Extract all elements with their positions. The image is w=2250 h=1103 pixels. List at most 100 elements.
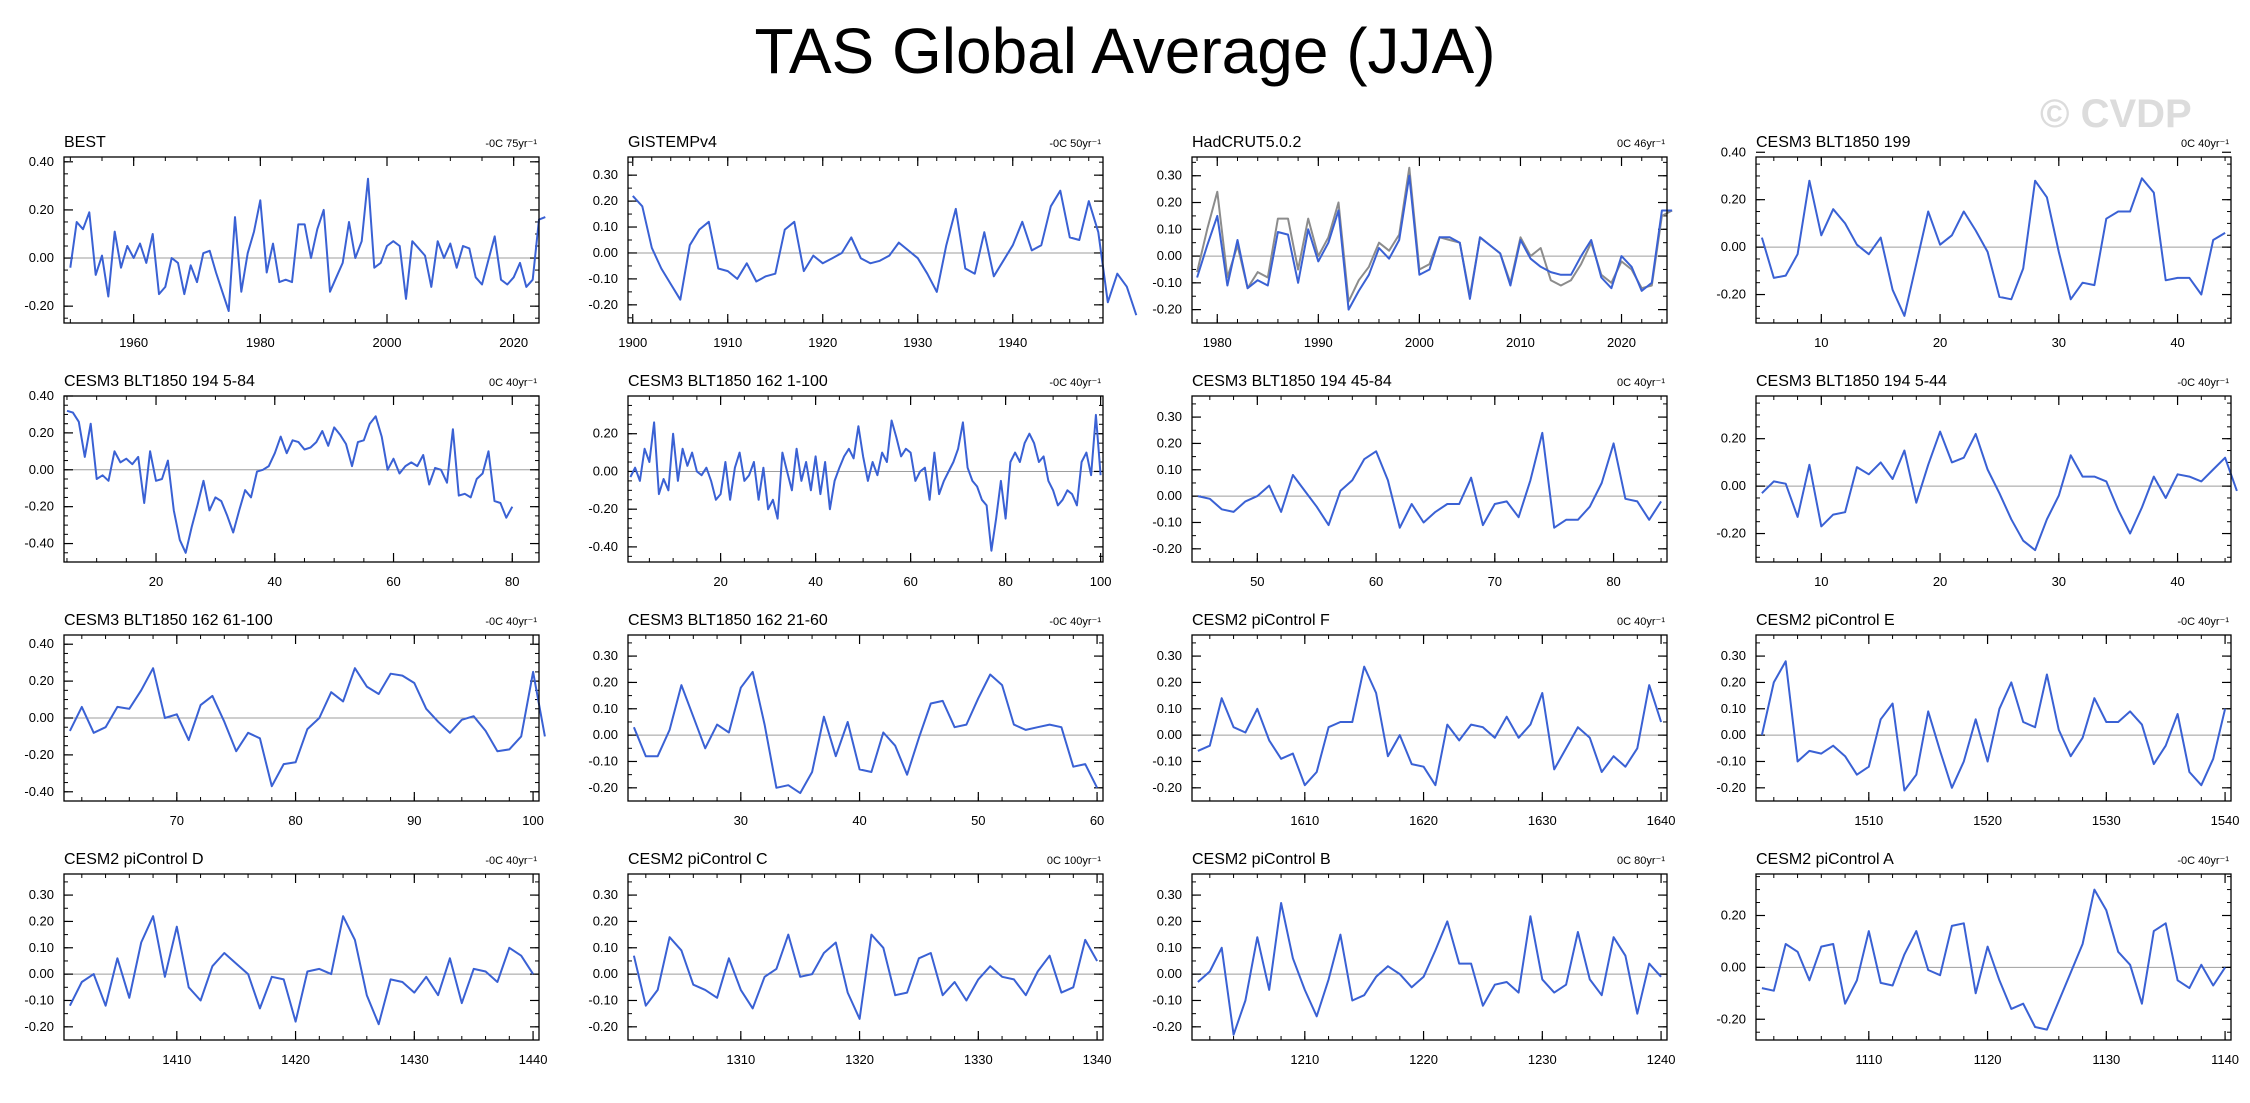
y-tick-label: -0.20 <box>588 780 618 795</box>
y-tick-label: 0.30 <box>1721 648 1746 663</box>
series-line <box>632 189 1138 316</box>
y-tick-label: -0.20 <box>1716 780 1746 795</box>
x-tick-label: 1140 <box>2211 1052 2239 1067</box>
y-tick-label: 0.30 <box>1157 168 1182 183</box>
y-tick-label: 0.40 <box>1721 144 1746 159</box>
series-line <box>632 670 1098 795</box>
x-tick-label: 1230 <box>1528 1052 1557 1067</box>
y-tick-label: 0.20 <box>593 913 618 928</box>
panel-trend-label: -0C 40yr⁻¹ <box>1049 377 1101 389</box>
x-tick-label: 20 <box>149 574 163 589</box>
panel-title: CESM3 BLT1850 199 <box>1756 134 1911 151</box>
y-tick-label: 0.00 <box>29 966 54 981</box>
panel-trend-label: 0C 100yr⁻¹ <box>1047 855 1101 867</box>
y-tick-label: 0.10 <box>1721 701 1746 716</box>
x-tick-label: 80 <box>288 813 302 828</box>
plot-frame <box>1191 156 1668 324</box>
panel-6: CESM3 BLT1850 162 1-100 -0C 40yr⁻¹ 20 40 60 8… <box>588 373 1111 589</box>
y-tick-label: 0.10 <box>1157 221 1182 236</box>
panel-5: CESM3 BLT1850 194 5-84 0C 40yr⁻¹ 20 40 60 80 0… <box>24 373 540 589</box>
x-tick-label: 1610 <box>1290 813 1319 828</box>
series-line <box>1761 888 2226 1031</box>
x-tick-label: 1410 <box>162 1052 191 1067</box>
x-tick-label: 2000 <box>373 335 402 350</box>
x-tick-label: 20 <box>1933 335 1947 350</box>
y-tick-label: 0.20 <box>29 202 54 217</box>
x-tick-label: 1960 <box>119 335 148 350</box>
panel-title: CESM3 BLT1850 194 5-44 <box>1756 373 1947 390</box>
y-tick-label: -0.20 <box>1152 1019 1182 1034</box>
y-tick-label: 0.40 <box>29 636 54 651</box>
y-tick-label: 0.00 <box>1157 248 1182 263</box>
y-tick-label: 0.00 <box>1157 488 1182 503</box>
y-tick-label: 0.30 <box>1157 887 1182 902</box>
x-tick-label: 1510 <box>1854 813 1883 828</box>
y-tick-label: 0.10 <box>1157 462 1182 477</box>
x-tick-label: 1120 <box>1974 1052 2002 1067</box>
x-tick-label: 1320 <box>845 1052 874 1067</box>
y-tick-label: 0.20 <box>593 193 618 208</box>
x-tick-label: 80 <box>505 574 519 589</box>
plot-frame <box>63 156 540 324</box>
y-tick-label: 0.30 <box>1157 648 1182 663</box>
x-tick-label: 1620 <box>1409 813 1438 828</box>
series-line <box>66 409 514 554</box>
y-tick-label: 0.20 <box>1157 435 1182 450</box>
panel-trend-label: 0C 40yr⁻¹ <box>489 377 537 389</box>
x-tick-label: 40 <box>808 574 822 589</box>
panel-8: CESM3 BLT1850 194 5-44 -0C 40yr⁻¹ 10 20 30 40… <box>1716 373 2238 589</box>
x-tick-label: 1340 <box>1083 1052 1112 1067</box>
x-tick-label: 40 <box>852 813 866 828</box>
panel-trend-label: -0C 40yr⁻¹ <box>2177 855 2229 867</box>
x-tick-label: 70 <box>170 813 184 828</box>
y-tick-label: 0.10 <box>593 219 618 234</box>
y-tick-label: 0.30 <box>29 887 54 902</box>
panel-2: GISTEMPv4 -0C 50yr⁻¹ 1900 1910 1920 1930 1940 0… <box>588 134 1138 350</box>
x-tick-label: 1420 <box>281 1052 310 1067</box>
panel-title: CESM3 BLT1850 162 1-100 <box>628 373 828 390</box>
x-tick-label: 1440 <box>519 1052 548 1067</box>
y-tick-label: 0.20 <box>1721 674 1746 689</box>
x-tick-label: 40 <box>268 574 282 589</box>
panel-title: CESM3 BLT1850 162 21-60 <box>628 612 828 629</box>
series-line <box>69 667 546 788</box>
x-tick-label: 1980 <box>1203 335 1232 350</box>
x-tick-label: 1130 <box>2092 1052 2120 1067</box>
panel-trend-label: 0C 40yr⁻¹ <box>1617 377 1665 389</box>
figure-title: TAS Global Average (JJA) <box>754 15 1496 87</box>
y-tick-label: 0.00 <box>593 463 618 478</box>
x-tick-label: 1930 <box>903 335 932 350</box>
y-tick-label: 0.00 <box>1157 727 1182 742</box>
x-tick-label: 40 <box>2170 335 2184 350</box>
y-tick-label: -0.40 <box>588 539 618 554</box>
y-tick-label: 0.10 <box>593 701 618 716</box>
x-tick-label: 2000 <box>1405 335 1434 350</box>
x-tick-label: 20 <box>1933 574 1947 589</box>
y-tick-label: -0.20 <box>1152 541 1182 556</box>
x-tick-label: 1910 <box>713 335 742 350</box>
series-line <box>1761 430 2238 552</box>
y-tick-label: 0.20 <box>1721 431 1746 446</box>
x-tick-label: 1430 <box>400 1052 429 1067</box>
panel-title: CESM3 BLT1850 162 61-100 <box>64 612 273 629</box>
y-tick-label: -0.10 <box>1152 992 1182 1007</box>
y-tick-label: 0.00 <box>1721 239 1746 254</box>
series-line <box>629 413 1102 552</box>
panel-title: CESM3 BLT1850 194 45-84 <box>1192 373 1392 390</box>
y-tick-label: 0.20 <box>29 673 54 688</box>
series-line <box>1760 177 2226 317</box>
x-tick-label: 2020 <box>1607 335 1636 350</box>
panel-title: BEST <box>64 134 106 151</box>
panel-trend-label: 0C 40yr⁻¹ <box>1617 616 1665 628</box>
panel-trend-label: -0C 50yr⁻¹ <box>1049 138 1101 150</box>
y-tick-label: 0.30 <box>1157 409 1182 424</box>
panel-title: HadCRUT5.0.2 <box>1192 134 1301 151</box>
series-line <box>1760 660 2227 792</box>
y-tick-label: 0.00 <box>593 245 618 260</box>
x-tick-label: 1520 <box>1973 813 2002 828</box>
x-tick-label: 1540 <box>2211 813 2240 828</box>
y-tick-label: 0.00 <box>593 966 618 981</box>
y-tick-label: -0.20 <box>588 297 618 312</box>
y-tick-label: 0.20 <box>1157 195 1182 210</box>
